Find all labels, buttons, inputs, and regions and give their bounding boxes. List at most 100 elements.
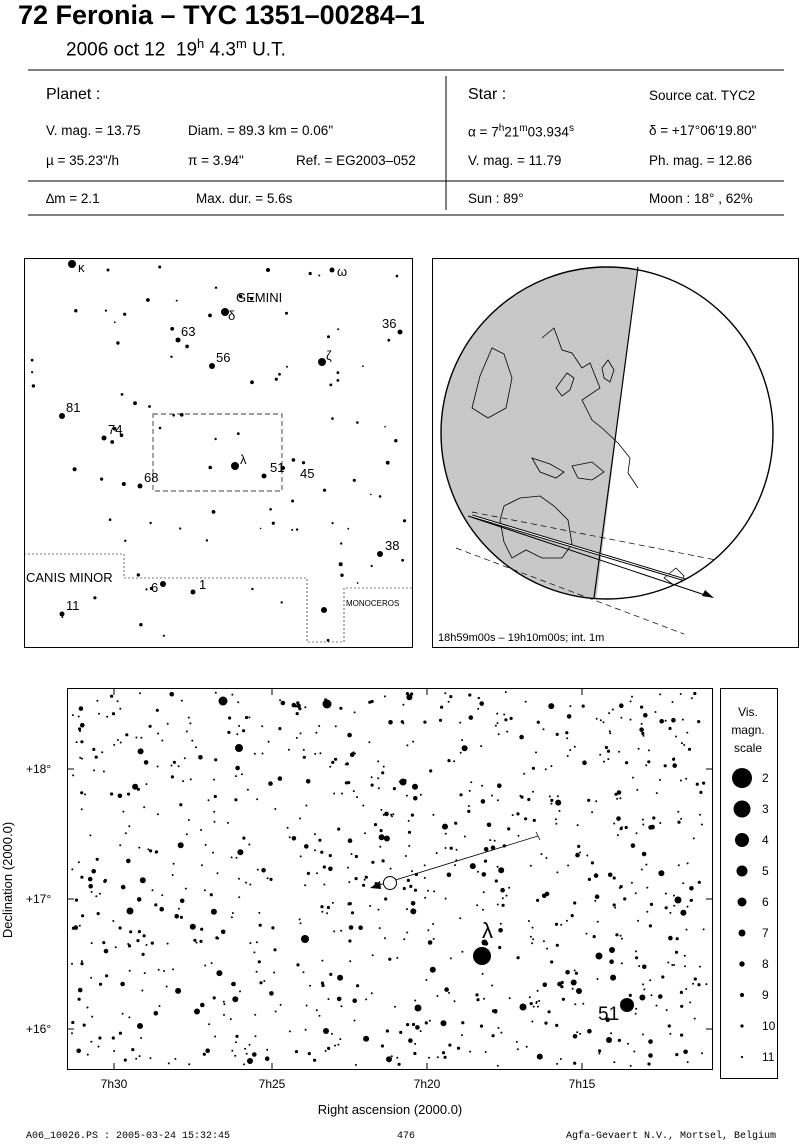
event-timescale: U.T. [252, 39, 286, 61]
planet-reference: Ref. = EG2003–052 [296, 153, 416, 168]
detail-field-star [536, 898, 540, 902]
detail-field-star [102, 941, 106, 945]
detail-field-star [671, 717, 676, 723]
detail-field-star [235, 856, 238, 859]
detail-field-star [456, 1046, 461, 1050]
detail-field-star [163, 970, 166, 972]
detail-field-star [529, 864, 532, 867]
detail-field-star [320, 981, 325, 985]
scale-dot-mag-8 [739, 961, 745, 967]
detail-field-star [231, 693, 234, 696]
detail-field-star [394, 1005, 396, 1008]
detail-field-star [705, 983, 708, 986]
detail-field-star [266, 1048, 269, 1051]
finder-field-star [318, 274, 321, 277]
detail-field-star [501, 897, 504, 900]
detail-field-star [217, 937, 220, 940]
detail-field-star [591, 811, 594, 814]
detail-field-star [634, 892, 637, 895]
detail-field-star [544, 768, 547, 771]
detail-field-star [697, 983, 701, 987]
detail-field-star [200, 927, 204, 931]
detail-field-star [405, 794, 408, 797]
detail-field-star [135, 736, 138, 739]
detail-field-star [498, 928, 503, 933]
detail-field-star [135, 1057, 138, 1060]
detail-field-star [353, 711, 356, 714]
finder-field-star [356, 421, 359, 424]
detail-field-star [680, 817, 683, 820]
detail-field-star [408, 844, 411, 847]
star-declination: δ = +17°06'19.80" [649, 123, 757, 138]
star-photographic-mag: Ph. mag. = 12.86 [649, 153, 753, 168]
detail-field-star [677, 810, 680, 813]
detail-field-star [306, 871, 310, 875]
detail-field-star [633, 1050, 636, 1053]
detail-field-star [470, 781, 473, 784]
finder-stars [30, 260, 407, 642]
detail-field-star [559, 1058, 562, 1060]
detail-field-star [358, 925, 363, 930]
detail-field-star [113, 1050, 116, 1052]
detail-field-star [599, 719, 602, 722]
detail-star [301, 935, 309, 943]
detail-chart: +18° +17° +16° 7h30 7h25 7h20 7h15 Right… [0, 688, 713, 1117]
detail-field-star [693, 691, 697, 696]
detail-field-star [321, 959, 324, 962]
y-axis-label: Declination (2000.0) [0, 822, 15, 938]
detail-field-star [396, 1056, 399, 1059]
detail-field-star [573, 969, 576, 972]
detail-field-star [575, 852, 580, 858]
finder-field-star [394, 439, 398, 443]
detail-field-star [480, 799, 486, 804]
detail-field-star [572, 1034, 578, 1039]
detail-field-star [550, 765, 553, 768]
detail-field-star [362, 804, 365, 807]
detail-field-star [554, 818, 557, 821]
detail-field-star [497, 783, 502, 788]
detail-field-star [122, 810, 125, 813]
detail-field-star [503, 713, 506, 716]
finder-label-zeta: ζ [326, 348, 332, 363]
scale-label-mag-6: 6 [762, 895, 769, 909]
detail-field-star [532, 818, 536, 822]
detail-field-star [671, 964, 674, 966]
detail-field-star [324, 1050, 327, 1052]
detail-field-star [415, 1025, 420, 1030]
detail-field-star [127, 943, 130, 945]
finder-field-star [278, 372, 281, 376]
detail-field-star [392, 813, 395, 816]
detail-star [519, 1003, 527, 1011]
detail-field-star [560, 980, 564, 985]
detail-field-star [287, 748, 290, 751]
finder-field-star [61, 616, 64, 618]
scale-label-mag-8: 8 [762, 957, 769, 971]
detail-field-star [157, 732, 160, 735]
detail-field-star [305, 779, 311, 784]
detail-field-star [491, 1034, 495, 1038]
detail-field-star [340, 929, 343, 932]
detail-field-star [593, 873, 599, 878]
detail-field-star [150, 941, 154, 945]
detail-field-star [609, 732, 612, 735]
detail-field-star [648, 924, 653, 928]
detail-field-star [454, 864, 457, 867]
detail-field-star [692, 837, 695, 840]
detail-field-star [321, 910, 324, 913]
detail-field-star [365, 998, 368, 1001]
detail-field-star [587, 877, 592, 881]
scale-dot-mag-7 [738, 929, 746, 937]
finder-field-star [251, 587, 254, 591]
detail-field-star [195, 746, 197, 749]
detail-field-star [155, 708, 159, 712]
detail-field-star [630, 881, 633, 884]
detail-field-star [650, 994, 653, 997]
planet-vmag: V. mag. = 13.75 [46, 123, 141, 138]
detail-field-star [242, 836, 246, 840]
detail-field-star [347, 734, 350, 737]
detail-field-star [602, 721, 605, 724]
detail-field-star [476, 998, 480, 1002]
detail-field-star [525, 1045, 528, 1048]
detail-field-star [645, 863, 648, 866]
detail-field-star [103, 948, 109, 954]
